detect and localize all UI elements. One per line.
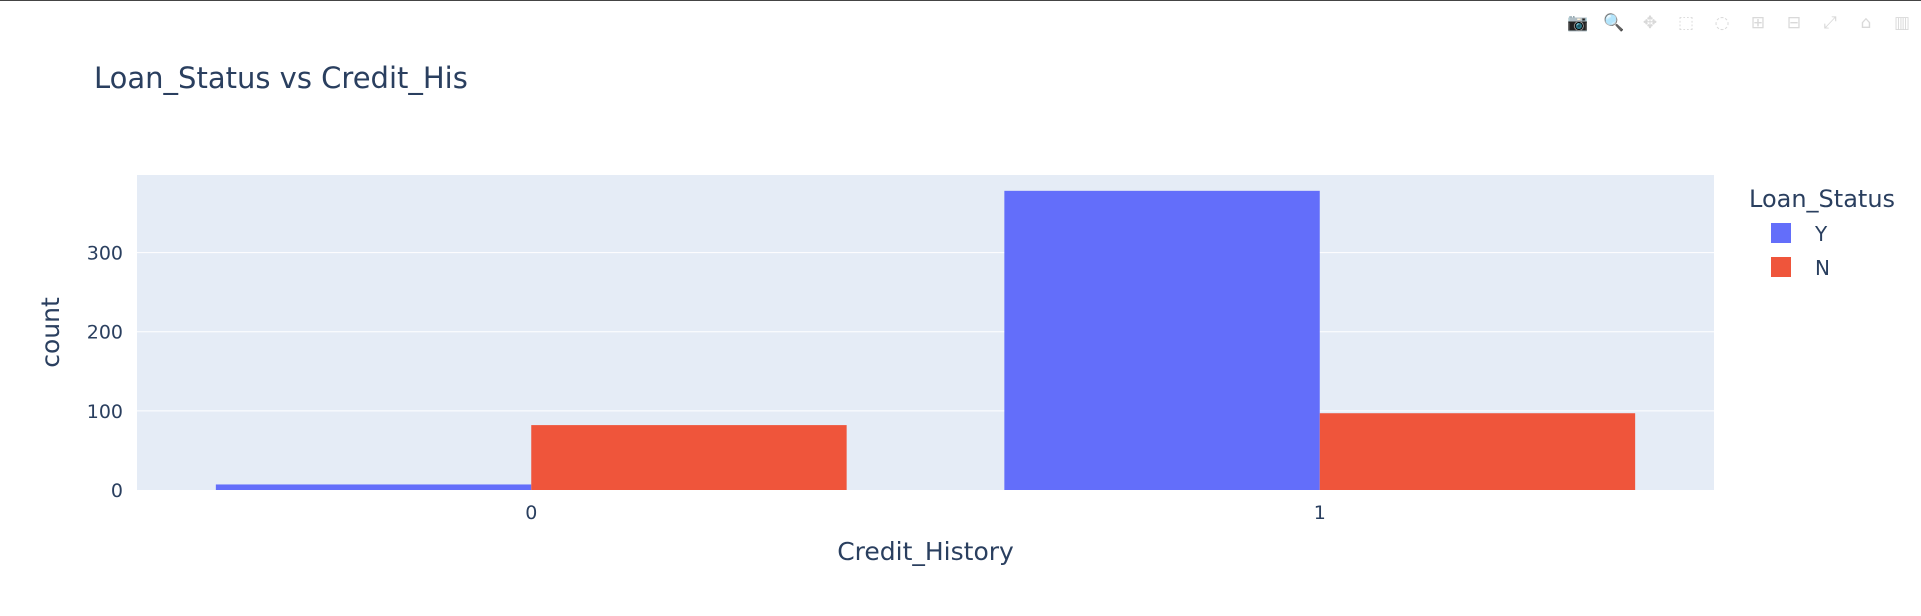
legend: Loan_Status YN [1749,185,1895,280]
y-tick-label: 200 [87,322,123,344]
y-tick-label: 0 [111,480,123,502]
gridlines [137,252,1714,412]
zoom-in-icon[interactable]: ⊞ [1750,13,1766,33]
y-axis-label: count [36,297,65,368]
camera-icon[interactable]: 📷 [1567,13,1589,33]
legend-swatch-Y[interactable] [1771,223,1791,243]
y-tick-labels: 0 100 200 300 [87,243,123,502]
y-tick-label: 100 [87,401,123,423]
bar-N-0[interactable] [531,425,847,490]
bar-N-1[interactable] [1319,413,1636,490]
autoscale-icon[interactable]: ⤢ [1823,13,1837,33]
lasso-select-icon[interactable]: ◌ [1714,13,1730,33]
box-select-icon[interactable]: ⬚ [1677,13,1695,33]
bar-Y-1[interactable] [1004,190,1320,490]
legend-label-N[interactable]: N [1815,256,1830,280]
x-axis-label: Credit_History [837,537,1014,566]
chart-title: Loan_Status vs Credit_His [94,61,468,95]
bar-Y-0[interactable] [215,484,532,490]
y-tick-label: 300 [87,243,123,265]
legend-title: Loan_Status [1749,185,1895,213]
legend-label-Y[interactable]: Y [1814,222,1828,246]
top-border [0,0,1921,1]
plotly-logo-icon[interactable]: ▥ [1893,13,1911,33]
bars-group [215,190,1636,490]
pan-icon[interactable]: ✥ [1642,13,1658,33]
x-tick-label: 0 [525,502,537,524]
reset-axes-icon[interactable]: ⌂ [1860,13,1872,33]
x-tick-label: 1 [1314,502,1326,524]
plotly-modebar: 📷 🔍 ✥ ⬚ ◌ ⊞ ⊟ ⤢ ⌂ ▥ [1567,12,1913,34]
legend-swatch-N[interactable] [1771,257,1791,277]
zoom-out-icon[interactable]: ⊟ [1786,13,1802,33]
zoom-icon[interactable]: 🔍 [1603,13,1625,33]
